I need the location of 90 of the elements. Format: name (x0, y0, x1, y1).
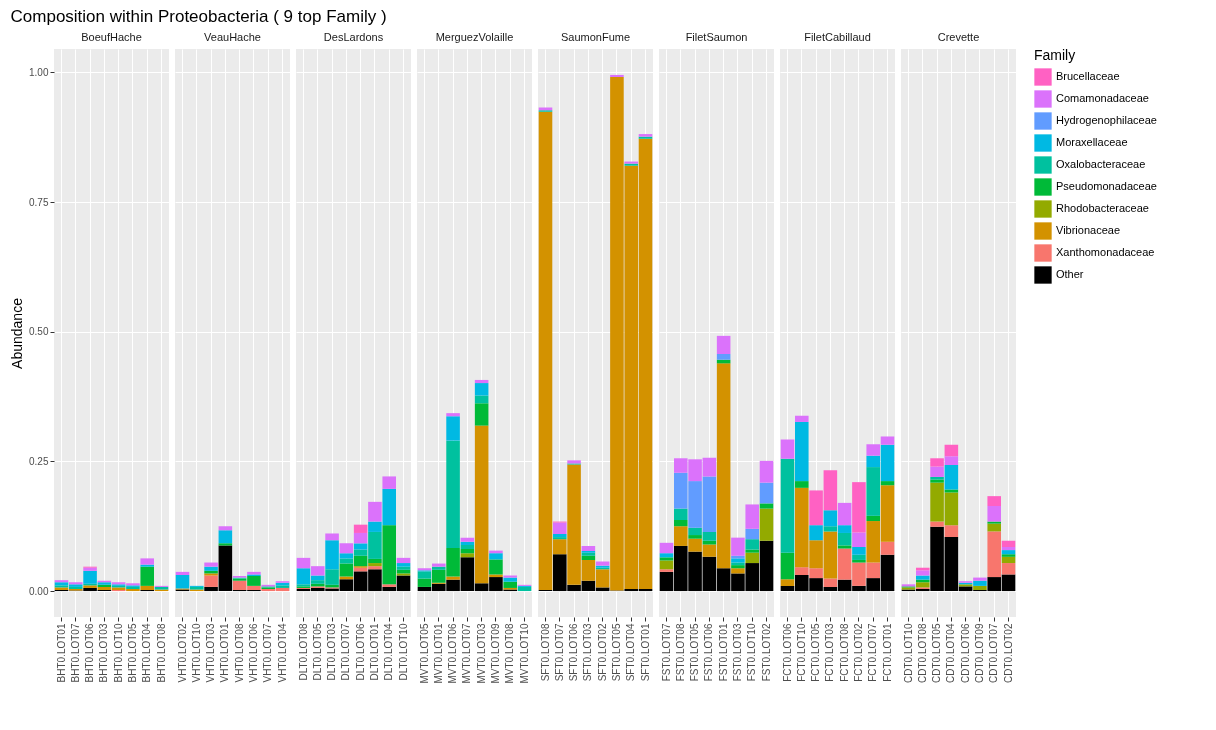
legend-label: Other (1056, 268, 1084, 280)
legend-label: Comamonadaceae (1056, 92, 1149, 104)
x-tick-label: CDT0.LOT06 (959, 623, 971, 683)
x-tick-label: DLT0.LOT05 (311, 623, 323, 681)
x-tick-label: VHT0.LOT06 (247, 623, 259, 683)
legend-label: Moraxellaceae (1056, 136, 1128, 148)
x-tick-label: FCT0.LOT10 (795, 623, 807, 682)
x-tick-label: CDT0.LOT04 (945, 623, 957, 683)
x-tick-label: DLT0.LOT01 (368, 623, 380, 681)
x-tick-label: FST0.LOT08 (674, 623, 686, 682)
x-tick-label: SFT0.LOT02 (596, 623, 608, 682)
legend-label: Rhodobacteraceae (1056, 202, 1149, 214)
x-tick-label: MVT0.LOT05 (418, 623, 430, 684)
x-tick-label: VHT0.LOT04 (276, 623, 288, 683)
x-tick-label: DLT0.LOT07 (340, 623, 352, 681)
y-tick-label: 0.00 (29, 585, 49, 597)
chart-title: Crevette (937, 31, 980, 43)
x-tick-label: MVT0.LOT07 (461, 623, 473, 684)
x-tick-label: FST0.LOT10 (746, 623, 758, 682)
x-tick-label: DLT0.LOT03 (326, 623, 338, 681)
x-tick-label: SFT0.LOT06 (568, 623, 580, 682)
x-tick-label: FCT0.LOT03 (824, 623, 836, 682)
x-tick-label: FCT0.LOT02 (852, 623, 864, 682)
legend-title: Family (1034, 47, 1076, 63)
chart-title: VeauHache (204, 31, 261, 43)
x-tick-label: BHT0.LOT01 (55, 623, 67, 683)
x-tick-label: MVT0.LOT06 (447, 623, 459, 684)
x-tick-label: FST0.LOT05 (689, 623, 701, 682)
y-axis-title: Abundance (9, 297, 26, 369)
x-tick-label: FST0.LOT06 (703, 623, 715, 682)
legend-label: Hydrogenophilaceae (1056, 114, 1157, 126)
x-tick-label: VHT0.LOT01 (219, 623, 231, 683)
legend-label: Oxalobacteraceae (1056, 158, 1146, 170)
chart-title: FiletCabillaud (804, 31, 871, 43)
x-tick-label: FST0.LOT01 (717, 623, 729, 682)
x-tick-label: VHT0.LOT08 (233, 623, 245, 683)
x-tick-label: SFT0.LOT03 (582, 623, 594, 682)
x-tick-label: DLT0.LOT06 (354, 623, 366, 681)
x-tick-label: FST0.LOT07 (660, 623, 672, 682)
x-tick-label: VHT0.LOT03 (205, 623, 217, 683)
chart-title: DesLardons (323, 31, 384, 43)
x-tick-label: DLT0.LOT10 (397, 623, 409, 681)
x-tick-label: CDT0.LOT07 (988, 623, 1000, 683)
x-tick-label: FCT0.LOT01 (881, 623, 893, 682)
chart-title: BoeufHache (81, 31, 142, 43)
x-tick-label: SFT0.LOT04 (625, 623, 637, 682)
x-tick-label: VHT0.LOT02 (176, 623, 188, 683)
x-tick-label: MVT0.LOT01 (432, 623, 444, 684)
x-tick-label: BHT0.LOT03 (98, 623, 110, 683)
legend-label: Brucellaceae (1056, 70, 1120, 82)
x-tick-label: VHT0.LOT07 (262, 623, 274, 683)
x-tick-label: SFT0.LOT08 (539, 623, 551, 682)
x-tick-label: DLT0.LOT08 (297, 623, 309, 681)
x-tick-label: FCT0.LOT05 (810, 623, 822, 682)
y-tick-label: 0.75 (29, 196, 49, 208)
x-tick-label: FCT0.LOT07 (867, 623, 879, 682)
x-tick-label: BHT0.LOT10 (112, 623, 124, 683)
x-tick-label: FST0.LOT02 (760, 623, 772, 682)
x-tick-label: DLT0.LOT04 (383, 623, 395, 681)
x-tick-label: CDT0.LOT08 (916, 623, 928, 683)
x-tick-label: CDT0.LOT05 (931, 623, 943, 683)
x-tick-label: BHT0.LOT05 (126, 623, 138, 683)
x-tick-label: SFT0.LOT05 (610, 623, 622, 682)
x-tick-label: MVT0.LOT10 (518, 623, 530, 684)
x-tick-label: SFT0.LOT01 (639, 623, 651, 682)
x-tick-label: BHT0.LOT06 (84, 623, 96, 683)
legend-label: Pseudomonadaceae (1056, 180, 1157, 192)
x-tick-label: MVT0.LOT09 (489, 623, 501, 684)
x-tick-label: FCT0.LOT08 (838, 623, 850, 682)
x-tick-label: CDT0.LOT09 (973, 623, 985, 683)
chart-title: SaumonFume (560, 31, 631, 43)
legend-label: Vibrionaceae (1056, 224, 1121, 236)
x-tick-label: SFT0.LOT07 (553, 623, 565, 682)
chart-title: MerguezVolaille (435, 31, 514, 43)
x-tick-label: CDT0.LOT10 (902, 623, 914, 683)
x-tick-label: MVT0.LOT03 (475, 623, 487, 684)
legend-label: Xanthomonadaceae (1056, 246, 1155, 258)
y-tick-label: 1.00 (29, 66, 49, 78)
x-tick-label: VHT0.LOT10 (190, 623, 202, 683)
y-tick-label: 0.25 (29, 455, 49, 467)
y-tick-label: 0.50 (29, 326, 49, 338)
text: Composition within Proteobacteria ( 9 top Family ) (10, 7, 387, 26)
x-tick-label: BHT0.LOT08 (155, 623, 167, 683)
x-tick-label: FCT0.LOT06 (781, 623, 793, 682)
x-tick-label: BHT0.LOT04 (141, 623, 153, 683)
chart-title: FiletSaumon (685, 31, 748, 43)
x-tick-label: CDT0.LOT02 (1002, 623, 1014, 683)
x-tick-label: MVT0.LOT08 (504, 623, 516, 684)
x-tick-label: BHT0.LOT07 (69, 623, 81, 683)
x-tick-label: FST0.LOT03 (731, 623, 743, 682)
